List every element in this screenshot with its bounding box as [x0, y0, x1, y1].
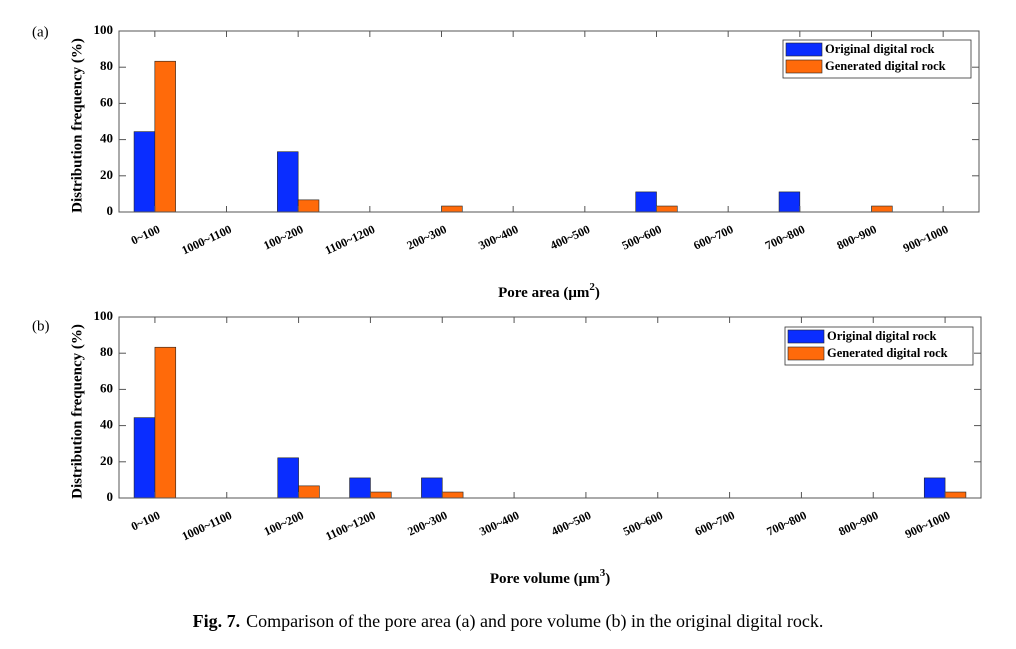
panel-b-bar-generated-11: [944, 491, 967, 499]
panel-a-xtick-label: 700~800: [763, 222, 807, 253]
panel-a-bar-generated-7: [656, 205, 678, 213]
panel-a-bar-generated-10: [871, 205, 893, 213]
panel-a-xtick-label: 500~600: [620, 222, 664, 253]
panel-b-legend-label-original: Original digital rock: [827, 329, 937, 343]
panel-a-xtick-label: 200~300: [405, 222, 449, 253]
panel-b-bar-generated-4: [441, 491, 464, 499]
panel-a-ytick-label: 0: [107, 203, 114, 218]
panel-a-legend-label-original: Original digital rock: [825, 42, 935, 56]
panel-b-xtick-label: 1000~1100: [180, 508, 234, 543]
panel-b-bar-original-3: [349, 477, 371, 499]
panel-b-xtick-label: 300~400: [477, 508, 521, 539]
panel-a-ytick-label: 60: [100, 94, 113, 109]
panel-b-bar-original-2: [277, 457, 299, 499]
panel-b-axes-frame: [118, 316, 982, 499]
panel-a-bar-original-2: [277, 151, 299, 213]
panel-b-legend-swatch-generated: [787, 346, 825, 361]
panel-a-xtick-label: 100~200: [261, 222, 305, 253]
panel-b-xtick-label: 1100~1200: [323, 508, 377, 543]
panel-a-axes-frame: [118, 30, 980, 213]
panel-b-xtick-label: 0~100: [129, 508, 162, 533]
panel-b-legend-swatch-original: [787, 329, 825, 344]
panel-b-ytick-label: 60: [100, 380, 113, 395]
panel-a-xtick-label: 1000~1100: [179, 222, 233, 257]
panel-b-label: (b): [32, 318, 50, 334]
panel-a-ytick-label: 20: [100, 167, 113, 182]
panel-b-bar-original-4: [421, 477, 443, 499]
panel-b-chart: (b) 0~100 1000~1100 100~200 1100~1200 200~300…: [32, 308, 982, 587]
caption-text: Comparison of the pore area (a) and pore…: [246, 611, 824, 631]
panel-a-xtick-label: 300~400: [476, 222, 520, 253]
panel-b-ytick-label: 0: [107, 489, 114, 504]
panel-a-bar-original-0: [133, 131, 156, 213]
panel-b-ytick-label: 100: [94, 308, 114, 323]
panel-a-bar-original-7: [635, 191, 657, 213]
panel-b-xtick-label: 500~600: [621, 508, 665, 539]
panel-b-legend-label-generated: Generated digital rock: [827, 346, 948, 360]
panel-a-ytick-label: 40: [100, 131, 113, 146]
panel-a-legend-swatch-original: [785, 42, 823, 57]
panel-b-y-axis-title: Distribution frequency (%): [69, 324, 85, 499]
panel-b-xtick-label: 600~700: [693, 508, 737, 539]
panel-b-ytick-label: 20: [100, 453, 113, 468]
panel-a-bar-generated-0: [154, 60, 176, 213]
panel-a-legend: Original digital rock Generated digital r…: [782, 39, 972, 79]
panel-a-y-axis-title: Distribution frequency (%): [69, 38, 85, 213]
panel-a-legend-label-generated: Generated digital rock: [825, 59, 946, 73]
figure-caption: Fig. 7. Comparison of the pore area (a) a…: [0, 611, 1016, 632]
panel-b-bar-generated-3: [370, 491, 392, 499]
charts-svg: (a) 0~100 1000~1100 100~200 1100~1200 200~300…: [32, 22, 982, 587]
panel-a-legend-swatch-generated: [785, 59, 823, 74]
panel-b-xtick-label: 400~500: [549, 508, 593, 539]
panel-b-bar-generated-0: [154, 346, 177, 499]
panel-b-ytick-label: 80: [100, 344, 113, 359]
panel-b-xtick-label: 800~900: [836, 508, 880, 539]
panel-a-xtick-label: 400~500: [548, 222, 592, 253]
panel-a-xtick-label: 600~700: [691, 222, 735, 253]
panel-a-bar-generated-4: [441, 205, 463, 213]
panel-a-x-axis-title: Pore area (μm2): [498, 281, 600, 301]
panel-b-ytick-label: 40: [100, 417, 113, 432]
panel-a-ytick-label: 100: [94, 22, 114, 37]
panel-b-x-axis-title: Pore volume (μm3): [490, 567, 610, 587]
panel-b-xtick-label: 100~200: [262, 508, 306, 539]
panel-a-label: (a): [32, 24, 49, 40]
panel-a-ytick-label: 80: [100, 58, 113, 73]
panel-b-legend: Original digital rock Generated digital r…: [784, 326, 974, 366]
panel-a-xtick-label: 0~100: [129, 222, 162, 247]
panel-b-xtick-label: 900~1000: [903, 508, 953, 541]
panel-b-bar-original-11: [923, 477, 946, 499]
panel-a-xtick-label: 900~1000: [901, 222, 951, 255]
panel-a-xtick-label: 800~900: [835, 222, 879, 253]
panel-a-chart: (a) 0~100 1000~1100 100~200 1100~1200 200~300…: [32, 22, 980, 301]
panel-b-bar-generated-2: [298, 485, 320, 499]
panel-a-bar-generated-2: [297, 199, 320, 213]
panel-a-bar-original-9: [778, 191, 801, 213]
panel-a-xtick-label: 1100~1200: [323, 222, 377, 257]
panel-b-xtick-label: 700~800: [764, 508, 808, 539]
panel-b-bar-original-0: [133, 417, 156, 499]
caption-label: Fig. 7.: [192, 611, 241, 631]
panel-b-xtick-label: 200~300: [405, 508, 449, 539]
